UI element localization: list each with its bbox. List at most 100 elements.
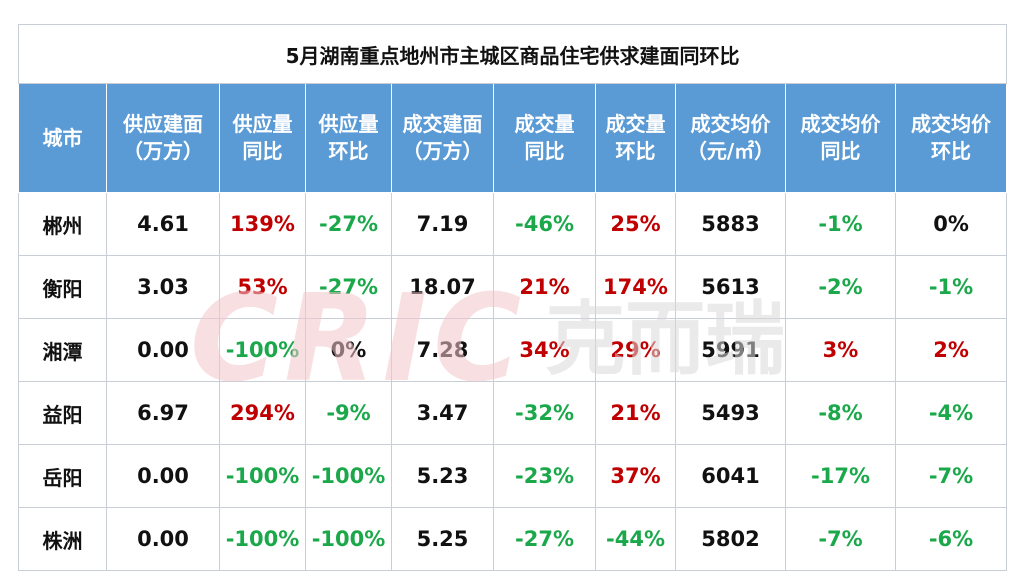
value-cell: 53%	[219, 255, 306, 319]
value-cell: -46%	[493, 192, 596, 256]
city-cell: 益阳	[18, 381, 107, 445]
table-title: 5月湖南重点地州市主城区商品住宅供求建面同环比	[17, 24, 1008, 84]
value-cell: 294%	[219, 381, 306, 445]
column-header: 成交均价 同比	[785, 83, 896, 193]
supply-demand-table: 5月湖南重点地州市主城区商品住宅供求建面同环比 城市 供应建面 （万方） 供应量 同比供…	[17, 24, 1008, 571]
column-header-line: 同比	[820, 139, 861, 163]
value-cell: 34%	[493, 318, 596, 382]
value-cell: -100%	[305, 444, 392, 508]
column-header: 供应量 环比	[305, 83, 392, 193]
value-cell: 3.03	[106, 255, 220, 319]
value-cell: 5883	[675, 192, 786, 256]
value-cell: -100%	[219, 318, 306, 382]
value-cell: 0%	[894, 192, 1008, 256]
city-cell: 郴州	[18, 192, 107, 256]
value-cell: -6%	[894, 507, 1008, 571]
value-cell: 3.47	[391, 381, 494, 445]
column-header-line: 成交均价	[690, 112, 771, 136]
value-cell: 2%	[894, 318, 1008, 382]
value-cell: -1%	[785, 192, 896, 256]
column-header-line: 环比	[931, 139, 972, 163]
value-cell: 21%	[595, 381, 676, 445]
table-row: 株洲 0.00 -100% -100% 5.25 -27% -44% 5802 -7% -6%	[18, 507, 1008, 571]
table-row: 岳阳 0.00 -100% -100% 5.23 -23% 37% 6041 -17% -7%	[18, 444, 1008, 508]
column-header-line: 供应建面	[123, 112, 203, 136]
column-header: 成交量 同比	[493, 83, 596, 193]
value-cell: 3%	[785, 318, 896, 382]
value-cell: -27%	[305, 192, 392, 256]
value-cell: 139%	[219, 192, 306, 256]
value-cell: 5493	[675, 381, 786, 445]
column-header-line: （元/㎡）	[686, 139, 775, 163]
value-cell: 21%	[493, 255, 596, 319]
value-cell: -100%	[219, 444, 306, 508]
column-header-line: 同比	[524, 139, 565, 163]
value-cell: 7.28	[391, 318, 494, 382]
table-body: 郴州 4.61 139% -27% 7.19 -46% 25% 5883 -1% 0% 衡阳 3.03…	[18, 192, 1008, 571]
value-cell: -17%	[785, 444, 896, 508]
value-cell: 5.23	[391, 444, 494, 508]
column-header: 城市	[18, 83, 107, 193]
value-cell: -7%	[785, 507, 896, 571]
column-header-line: 供应量	[318, 112, 379, 136]
value-cell: -44%	[595, 507, 676, 571]
value-cell: 5613	[675, 255, 786, 319]
column-header-line: 成交建面	[402, 112, 483, 136]
value-cell: 37%	[595, 444, 676, 508]
column-header: 成交均价 （元/㎡）	[675, 83, 786, 193]
column-header-line: 城市	[42, 125, 83, 150]
value-cell: 6041	[675, 444, 786, 508]
value-cell: 6.97	[106, 381, 220, 445]
column-header-line: 环比	[328, 139, 369, 163]
value-cell: -2%	[785, 255, 896, 319]
table-row: 郴州 4.61 139% -27% 7.19 -46% 25% 5883 -1% 0%	[18, 192, 1008, 256]
city-cell: 株洲	[18, 507, 107, 571]
value-cell: 29%	[595, 318, 676, 382]
value-cell: -1%	[894, 255, 1008, 319]
value-cell: -100%	[305, 507, 392, 571]
value-cell: -4%	[894, 381, 1008, 445]
column-header-line: 成交均价	[800, 112, 881, 136]
value-cell: 7.19	[391, 192, 494, 256]
value-cell: -100%	[219, 507, 306, 571]
value-cell: -8%	[785, 381, 896, 445]
column-header-line: 供应量	[232, 112, 293, 136]
column-header-line: 环比	[615, 139, 656, 163]
column-header-line: （万方）	[123, 139, 203, 163]
column-header: 供应建面 （万方）	[106, 83, 220, 193]
report-table-container: 5月湖南重点地州市主城区商品住宅供求建面同环比 城市 供应建面 （万方） 供应量 同比供…	[17, 24, 1008, 571]
value-cell: 174%	[595, 255, 676, 319]
column-header-line: 成交量	[514, 112, 575, 136]
value-cell: -32%	[493, 381, 596, 445]
value-cell: 5991	[675, 318, 786, 382]
value-cell: 5.25	[391, 507, 494, 571]
value-cell: 0.00	[106, 444, 220, 508]
header-row: 城市 供应建面 （万方） 供应量 同比 供应量 环比 成交建面 （万方） 成交量 同比 成交量 环比 成交…	[18, 83, 1008, 193]
value-cell: -9%	[305, 381, 392, 445]
column-header-line: 成交量	[605, 112, 666, 136]
value-cell: -7%	[894, 444, 1008, 508]
value-cell: 18.07	[391, 255, 494, 319]
value-cell: 25%	[595, 192, 676, 256]
value-cell: 0.00	[106, 507, 220, 571]
city-cell: 衡阳	[18, 255, 107, 319]
table-row: 益阳 6.97 294% -9% 3.47 -32% 21% 5493 -8% -4%	[18, 381, 1008, 445]
column-header: 成交建面 （万方）	[391, 83, 494, 193]
column-header-line: 成交均价	[911, 112, 992, 136]
value-cell: 4.61	[106, 192, 220, 256]
city-cell: 岳阳	[18, 444, 107, 508]
column-header: 成交均价 环比	[894, 83, 1008, 193]
column-header: 供应量 同比	[219, 83, 306, 193]
value-cell: 5802	[675, 507, 786, 571]
column-header: 成交量 环比	[595, 83, 676, 193]
value-cell: -23%	[493, 444, 596, 508]
column-header-line: （万方）	[402, 139, 483, 163]
table-row: 湘潭 0.00 -100% 0% 7.28 34% 29% 5991 3% 2%	[18, 318, 1008, 382]
column-header-line: 同比	[242, 139, 283, 163]
table-row: 衡阳 3.03 53% -27% 18.07 21% 174% 5613 -2% -1%	[18, 255, 1008, 319]
city-cell: 湘潭	[18, 318, 107, 382]
value-cell: -27%	[493, 507, 596, 571]
value-cell: -27%	[305, 255, 392, 319]
value-cell: 0%	[305, 318, 392, 382]
value-cell: 0.00	[106, 318, 220, 382]
